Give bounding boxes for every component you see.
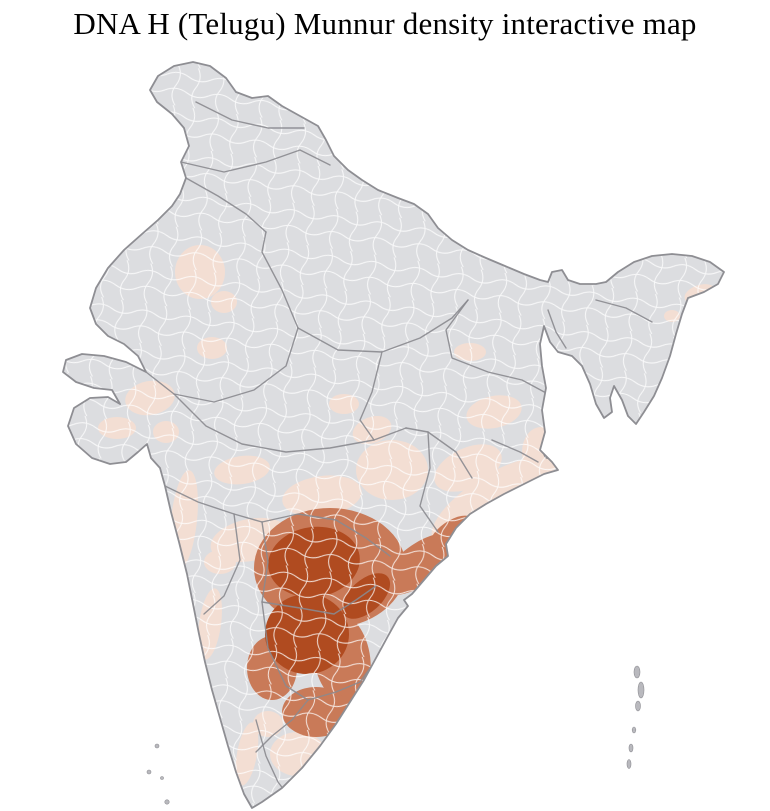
lakshadweep-island[interactable] [164, 799, 170, 805]
state-boundaries [145, 101, 653, 799]
nicobar-island[interactable] [626, 759, 632, 769]
state-boundary-line [547, 309, 567, 349]
state-boundary-line [359, 351, 383, 441]
lakshadweep-island[interactable] [154, 743, 160, 749]
state-boundary-line [261, 231, 299, 329]
district-cluster-low[interactable] [304, 773, 340, 795]
district-boundaries-mesh [63, 62, 724, 808]
nicobar-island[interactable] [631, 726, 637, 734]
state-boundary-line [145, 327, 299, 403]
lakshadweep-island[interactable] [146, 769, 152, 775]
nicobar-island[interactable] [628, 743, 634, 753]
state-boundary-line [261, 521, 309, 701]
andaman-island[interactable] [637, 681, 645, 699]
state-boundary-line [445, 299, 549, 395]
page-title: DNA H (Telugu) Munnur density interactiv… [73, 6, 697, 41]
state-boundary-line [491, 439, 539, 463]
state-boundary-line [203, 513, 241, 615]
state-boundary-line [297, 299, 469, 353]
andaman-island[interactable] [635, 700, 641, 712]
state-boundary-line [261, 513, 391, 557]
lakshadweep-island[interactable] [160, 776, 164, 780]
andaman-nicobar-islands [626, 665, 645, 769]
state-boundary-line [185, 177, 267, 233]
state-boundary-line [195, 101, 305, 129]
state-boundary-line [255, 699, 309, 753]
state-boundary-line [595, 299, 653, 323]
lakshadweep-islands [146, 743, 170, 805]
state-boundary-line [180, 149, 331, 173]
andaman-island[interactable] [633, 665, 641, 679]
state-boundary-line [261, 585, 377, 615]
state-boundary-line [405, 427, 439, 533]
state-boundary-line [427, 431, 473, 479]
state-boundary-line [164, 485, 263, 523]
